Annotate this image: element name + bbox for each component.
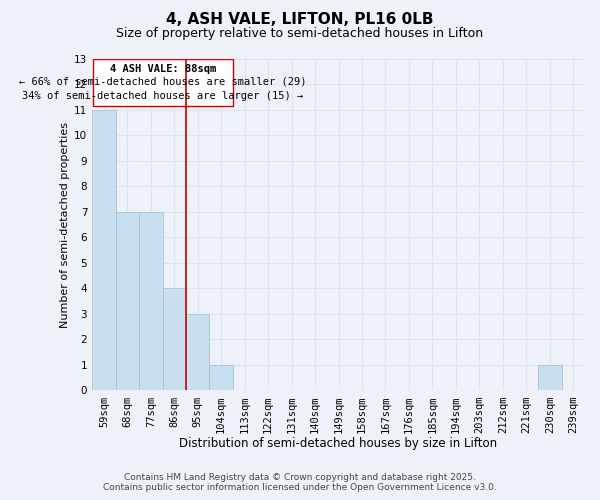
Bar [209, 365, 233, 390]
Bar [92, 110, 116, 390]
Y-axis label: Number of semi-detached properties: Number of semi-detached properties [60, 122, 70, 328]
Text: ← 66% of semi-detached houses are smaller (29): ← 66% of semi-detached houses are smalle… [19, 77, 307, 87]
Text: 4 ASH VALE: 88sqm: 4 ASH VALE: 88sqm [110, 64, 216, 74]
X-axis label: Distribution of semi-detached houses by size in Lifton: Distribution of semi-detached houses by … [179, 437, 497, 450]
Bar [186, 314, 209, 390]
Text: Contains HM Land Registry data © Crown copyright and database right 2025.
Contai: Contains HM Land Registry data © Crown c… [103, 473, 497, 492]
Text: 4, ASH VALE, LIFTON, PL16 0LB: 4, ASH VALE, LIFTON, PL16 0LB [166, 12, 434, 28]
Bar [538, 365, 562, 390]
Bar [116, 212, 139, 390]
FancyBboxPatch shape [92, 59, 233, 106]
Text: 34% of semi-detached houses are larger (15) →: 34% of semi-detached houses are larger (… [22, 91, 304, 101]
Bar [139, 212, 163, 390]
Text: Size of property relative to semi-detached houses in Lifton: Size of property relative to semi-detach… [116, 28, 484, 40]
Bar [163, 288, 186, 390]
